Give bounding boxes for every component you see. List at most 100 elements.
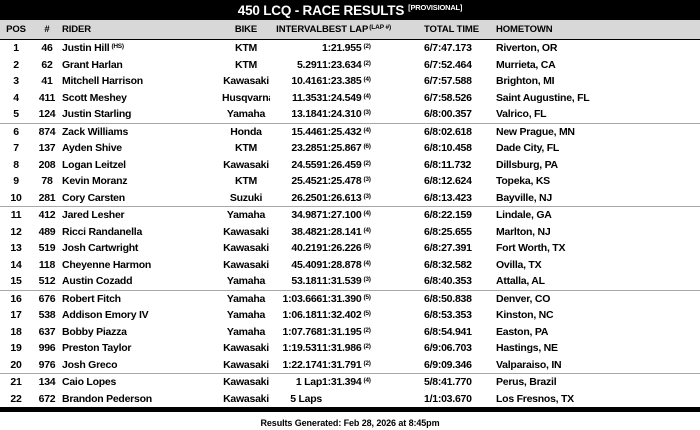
best-lap-cell: 1:24.549 (4) xyxy=(322,91,371,104)
table-row: 11 412 Jared Lesher Yamaha 34.987 1:27.100 (4)… xyxy=(0,206,700,224)
rider-name-cell: Justin Hill (HS) xyxy=(62,42,124,55)
position-cell: 22 xyxy=(10,392,22,405)
interval-cell: 40.219 xyxy=(291,242,322,255)
rider-name-cell: Ricci Randanella xyxy=(62,225,143,238)
total-time-cell: 6/7:57.588 xyxy=(424,75,472,88)
interval-cell: 15.446 xyxy=(270,122,322,140)
bike-cell: Kawasaki xyxy=(223,225,269,238)
bike-cell: Yamaha xyxy=(222,206,270,224)
total-time-cell: 6/8:40.353 xyxy=(424,275,472,288)
hometown-cell: Valrico, FL xyxy=(496,108,547,121)
total-time-cell: 6/8:25.655 xyxy=(424,225,472,238)
interval-cell: 23.285 xyxy=(291,142,322,155)
rider-number-cell: 874 xyxy=(32,122,62,140)
bike-cell: Husqvarna xyxy=(222,91,270,104)
rider-number-cell: 118 xyxy=(38,258,56,271)
rider-number-cell: 137 xyxy=(38,142,56,155)
bike-cell: Kawasaki xyxy=(223,392,269,405)
table-row: 8 208 Logan Leitzel Kawasaki 24.559 1:26.459(… xyxy=(0,157,700,174)
bike-cell: KTM xyxy=(235,58,257,71)
bike-cell: Yamaha xyxy=(222,289,270,307)
hometown-cell: Valparaiso, IN xyxy=(496,358,562,371)
rider-name-cell: Kevin Moranz xyxy=(62,175,128,188)
best-lap-cell: 1:24.310 (3) xyxy=(322,108,371,121)
bike-cell: Honda xyxy=(222,122,270,140)
table-row: 10 281 Cory Carsten Suzuki 26.250 1:26.613 (3)… xyxy=(0,190,700,207)
position-cell: 2 xyxy=(13,58,19,71)
table-row: 22 672 Brandon Pederson Kawasaki 5 Laps 1/1:0… xyxy=(0,391,700,408)
best-lap-cell: 1:23.385 (4) xyxy=(322,75,371,88)
rider-name-cell: Preston Taylor xyxy=(62,342,132,355)
rider-name-cell: Mitchell Harrison xyxy=(62,75,143,88)
hometown-cell: New Prague, MN xyxy=(496,122,700,140)
total-time-cell: 6/8:32.582 xyxy=(424,258,472,271)
table-row: 15 512 Austin Cozadd Yamaha 53.181 1:31.539 (3… xyxy=(0,273,700,290)
interval-cell: 25.452 xyxy=(291,175,322,188)
total-time-cell: 6/9:06.703 xyxy=(424,342,472,355)
rider-number-cell: 996 xyxy=(38,342,56,355)
bike-cell: KTM xyxy=(235,142,257,155)
interval-cell: 5.291 xyxy=(296,58,322,71)
total-time-cell: 6/8:11.732 xyxy=(424,158,472,171)
interval-cell: 5 Laps xyxy=(290,392,322,405)
table-row: 9 78 Kevin Moranz KTM 25.452 1:25.478 (3) 6/8:1… xyxy=(0,173,700,190)
rider-number-cell: 672 xyxy=(38,392,56,405)
table-row: 3 41 Mitchell Harrison Kawasaki 10.416 1:23.3… xyxy=(0,73,700,90)
results-table: POS # RIDER BIKE INTERVAL BEST LAP(LAP #) TOTA… xyxy=(0,20,700,407)
hometown-cell: Lindale, GA xyxy=(496,206,700,224)
rider-name-cell: Grant Harlan xyxy=(62,58,123,71)
total-time-cell: 6/8:10.458 xyxy=(424,142,472,155)
best-lap-cell: 1:28.141 (4) xyxy=(322,225,371,238)
table-row: 20 976 Josh Greco Kawasaki 1:22.174 1:31.791(… xyxy=(0,357,700,374)
rider-name-cell: Caio Lopes xyxy=(62,373,222,391)
rider-name-cell: Scott Meshey xyxy=(62,91,127,104)
table-row: 21 134 Caio Lopes Kawasaki 1 Lap 1:31.394 (4) 5… xyxy=(0,373,700,391)
rider-name-cell: Zack Williams xyxy=(62,122,222,140)
interval-cell: 1:07.768 xyxy=(282,325,322,338)
hometown-cell: Perus, Brazil xyxy=(496,373,700,391)
rider-number-cell: 411 xyxy=(38,91,56,104)
provisional-tag: [PROVISIONAL] xyxy=(408,2,463,12)
rider-number-cell: 281 xyxy=(38,191,56,204)
bike-cell: Suzuki xyxy=(229,191,263,204)
total-time-cell: 6/7:47.173 xyxy=(424,42,472,55)
rider-number-cell: 512 xyxy=(38,275,56,288)
bike-cell: Kawasaki xyxy=(222,373,270,391)
rider-name-cell: Justin Starling xyxy=(62,108,132,121)
position-cell: 7 xyxy=(13,142,19,155)
best-lap-cell: 1:31.986 (2) xyxy=(322,342,371,355)
interval-cell xyxy=(270,40,322,57)
bike-cell: KTM xyxy=(235,175,257,188)
hometown-cell: Dade City, FL xyxy=(496,142,560,155)
interval-cell: 53.181 xyxy=(291,275,322,288)
column-header-pos: POS xyxy=(0,20,32,40)
best-lap-cell: 1:26.226 (5) xyxy=(322,242,371,255)
column-header-interval: INTERVAL xyxy=(270,20,322,40)
rider-name-cell: Ayden Shive xyxy=(62,142,122,155)
rider-number-cell: 41 xyxy=(41,75,53,88)
column-header-total_time: TOTAL TIME xyxy=(424,20,496,40)
rider-number-cell: 519 xyxy=(38,242,56,255)
bike-cell: Yamaha xyxy=(226,275,266,288)
hometown-cell: Brighton, MI xyxy=(496,75,555,88)
table-row: 18 637 Bobby Piazza Yamaha 1:07.768 1:31.195(… xyxy=(0,324,700,341)
interval-cell: 1:22.174 xyxy=(282,358,322,371)
best-lap-cell: 1:25.432 (4) xyxy=(322,122,424,140)
position-cell: 5 xyxy=(13,108,19,121)
rider-name-cell: Josh Cartwright xyxy=(62,242,139,255)
hometown-cell: Hastings, NE xyxy=(496,342,558,355)
total-time-cell: 6/8:54.941 xyxy=(424,325,472,338)
best-lap-cell: 1:26.613 (3) xyxy=(322,191,371,204)
title-bar: 450 LCQ - RACE RESULTS [PROVISIONAL] xyxy=(0,0,700,20)
table-row: 13 519 Josh Cartwright Kawasaki 40.219 1:26.2… xyxy=(0,240,700,257)
rider-name-cell: Josh Greco xyxy=(62,358,118,371)
best-lap-cell: 1:25.478 (3) xyxy=(322,175,371,188)
rider-number-cell: 637 xyxy=(38,325,56,338)
position-cell: 13 xyxy=(10,242,22,255)
best-lap-cell xyxy=(322,391,424,408)
rider-name-cell: Austin Cozadd xyxy=(62,275,133,288)
total-time-cell: 6/8:12.624 xyxy=(424,175,472,188)
total-time-cell: 6/7:52.464 xyxy=(424,58,472,71)
interval-cell: 45.409 xyxy=(291,258,322,271)
